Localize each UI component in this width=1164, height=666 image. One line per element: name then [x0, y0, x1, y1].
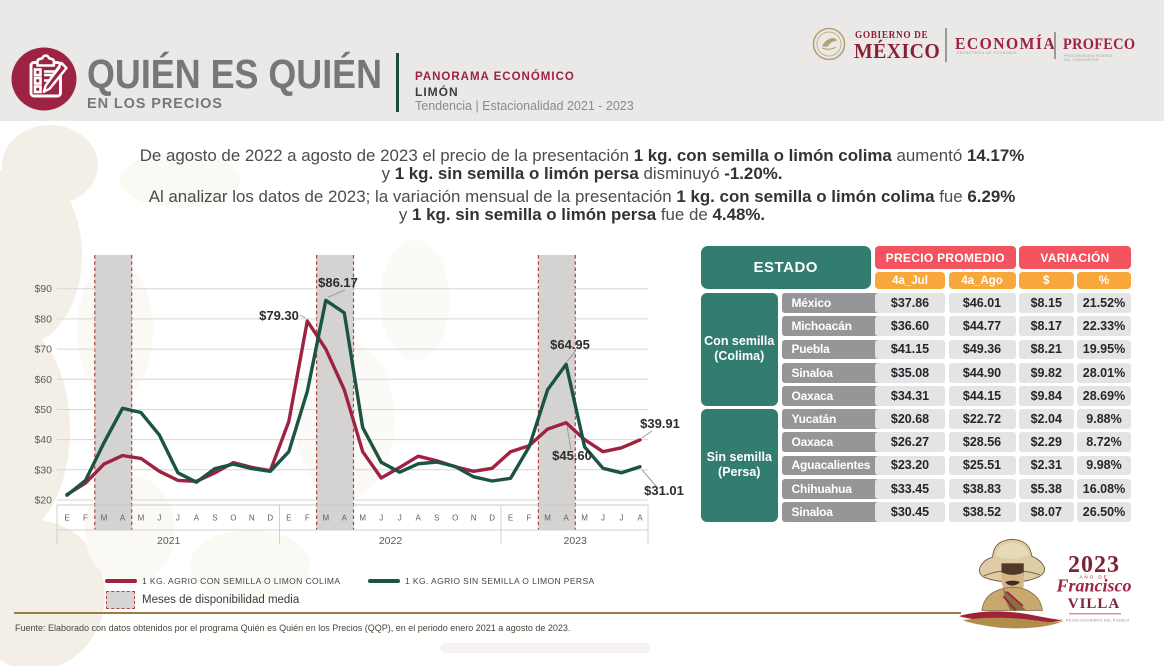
svg-text:F: F: [83, 514, 88, 523]
svg-text:A: A: [563, 514, 569, 523]
svg-text:$79.30: $79.30: [259, 308, 299, 323]
svg-text:$80: $80: [34, 313, 52, 325]
svg-text:$30: $30: [34, 464, 52, 476]
svg-text:M: M: [359, 514, 366, 523]
svg-text:F: F: [305, 514, 310, 523]
svg-text:N: N: [249, 514, 255, 523]
svg-text:J: J: [398, 514, 402, 523]
svg-text:A: A: [637, 514, 643, 523]
svg-text:F: F: [527, 514, 532, 523]
svg-text:2021: 2021: [157, 535, 181, 547]
svg-text:E: E: [286, 514, 291, 523]
svg-text:VILLA: VILLA: [1068, 596, 1121, 612]
svg-text:A: A: [120, 514, 126, 523]
svg-text:E: E: [508, 514, 513, 523]
svg-text:2022: 2022: [379, 535, 403, 547]
svg-text:S: S: [212, 514, 217, 523]
svg-text:$60: $60: [34, 374, 52, 386]
svg-text:M: M: [138, 514, 145, 523]
svg-text:A: A: [416, 514, 422, 523]
svg-text:M: M: [101, 514, 108, 523]
svg-text:N: N: [471, 514, 477, 523]
svg-text:D: D: [489, 514, 495, 523]
svg-text:J: J: [176, 514, 180, 523]
svg-text:2023: 2023: [1068, 552, 1120, 578]
svg-text:AÑO DE: AÑO DE: [1079, 574, 1108, 580]
svg-text:J: J: [620, 514, 624, 523]
svg-text:M: M: [581, 514, 588, 523]
svg-text:$20: $20: [34, 495, 52, 507]
svg-text:M: M: [544, 514, 551, 523]
svg-text:A: A: [194, 514, 200, 523]
svg-text:J: J: [157, 514, 161, 523]
svg-text:$39.91: $39.91: [640, 416, 680, 431]
svg-text:$40: $40: [34, 434, 52, 446]
svg-text:D: D: [267, 514, 273, 523]
svg-text:$70: $70: [34, 344, 52, 356]
svg-text:$31.01: $31.01: [644, 483, 684, 498]
svg-text:$50: $50: [34, 404, 52, 416]
svg-text:J: J: [379, 514, 383, 523]
svg-text:Francisco: Francisco: [1055, 576, 1131, 596]
svg-text:$86.17: $86.17: [318, 275, 358, 290]
svg-text:E: E: [64, 514, 69, 523]
svg-text:O: O: [452, 514, 458, 523]
svg-text:$45.60: $45.60: [552, 448, 592, 463]
svg-text:O: O: [230, 514, 236, 523]
svg-text:S: S: [434, 514, 439, 523]
svg-text:2023: 2023: [564, 535, 588, 547]
svg-text:M: M: [322, 514, 329, 523]
svg-text:$90: $90: [34, 283, 52, 295]
svg-text:$64.95: $64.95: [550, 337, 590, 352]
svg-text:J: J: [601, 514, 605, 523]
svg-text:EL REVOLUCIONARIO DEL PUEBLO: EL REVOLUCIONARIO DEL PUEBLO: [1060, 619, 1130, 623]
svg-text:A: A: [342, 514, 348, 523]
